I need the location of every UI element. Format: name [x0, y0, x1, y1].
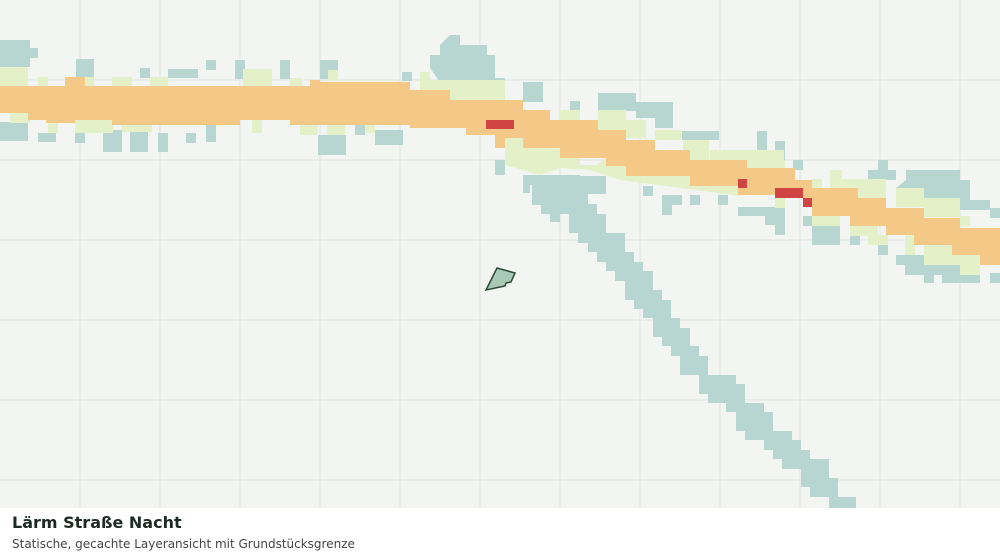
caption-panel: [0, 508, 1000, 560]
noise-low: [0, 35, 1000, 508]
noise-high: [0, 77, 1000, 265]
map-title: Lärm Straße Nacht: [12, 513, 182, 532]
noise-very-high: [486, 120, 812, 207]
parcel-boundary: [484, 267, 517, 292]
noise-layer: [0, 35, 1000, 508]
map-subtitle: Statische, gecachte Layeransicht mit Gru…: [12, 537, 355, 551]
